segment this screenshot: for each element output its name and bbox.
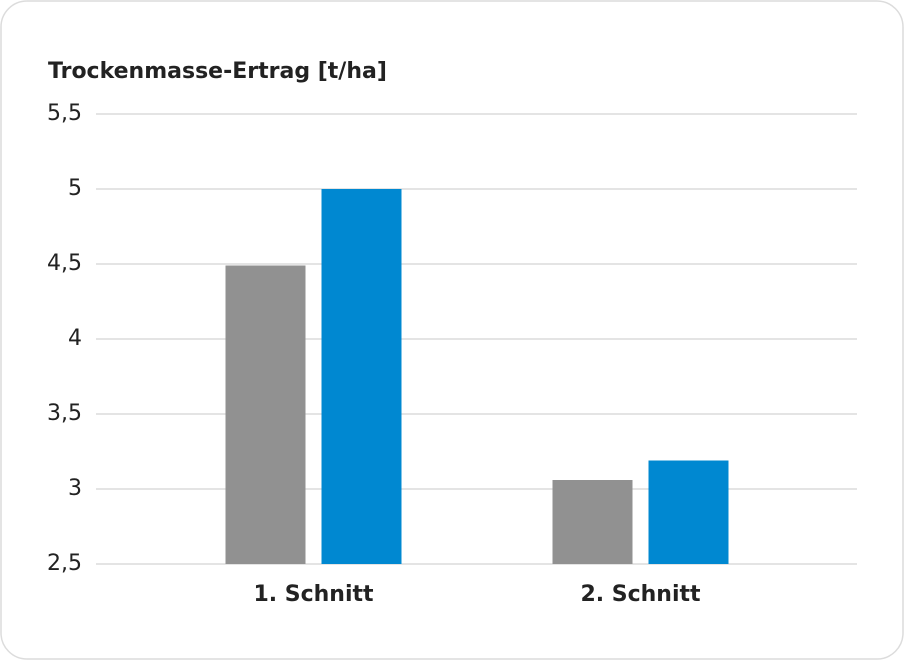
y-tick-label: 5 <box>68 176 82 201</box>
y-tick-label: 4 <box>68 326 82 351</box>
x-tick-label: 2. Schnitt <box>580 582 701 607</box>
y-tick-label: 3,5 <box>47 401 82 426</box>
y-tick-label: 3 <box>68 476 82 501</box>
chart-title: Trockenmasse-Ertrag [t/ha] <box>48 59 387 84</box>
y-tick-label: 2,5 <box>47 551 82 576</box>
bar <box>648 460 729 564</box>
bar <box>321 189 402 564</box>
y-tick-label: 5,5 <box>47 101 82 126</box>
y-tick-label: 4,5 <box>47 251 82 276</box>
x-tick-label: 1. Schnitt <box>253 582 374 607</box>
bar <box>225 265 306 564</box>
bar <box>552 480 633 564</box>
